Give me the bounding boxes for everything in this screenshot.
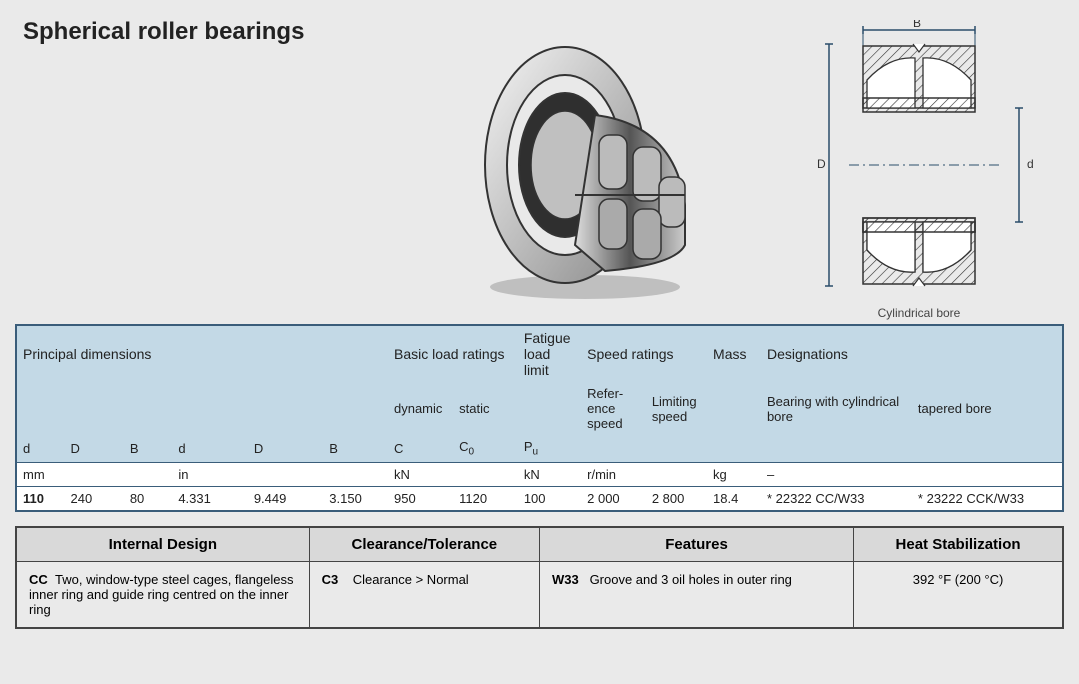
hdr-dynamic: dynamic (388, 382, 453, 435)
feat-h4: Heat Stabilization (854, 527, 1063, 562)
cell-C0: 1120 (453, 486, 518, 511)
hdr-C0: C0 (453, 435, 518, 462)
feat-h3: Features (539, 527, 853, 562)
unit-kN2: kN (518, 462, 581, 486)
feat-features: W33 Groove and 3 oil holes in outer ring (539, 561, 853, 628)
cell-B-mm: 80 (124, 486, 173, 511)
cell-kg: 18.4 (707, 486, 761, 511)
unit-rmin: r/min (581, 462, 707, 486)
hdr-refer: Refer-ence speed (581, 382, 646, 435)
feat-heat: 392 °F (200 °C) (854, 561, 1063, 628)
feat-h2: Clearance/Tolerance (309, 527, 539, 562)
hdr-principal: Principal dimensions (16, 325, 388, 382)
hdr-C: C (388, 435, 453, 462)
page-title: Spherical roller bearings (23, 18, 395, 46)
table-row: 110 240 80 4.331 9.449 3.150 950 1120 10… (16, 486, 1063, 511)
cross-section-diagram: D d B (789, 20, 1049, 300)
unit-mm: mm (16, 462, 172, 486)
cell-d-in: 4.331 (172, 486, 247, 511)
unit-in: in (172, 462, 388, 486)
hdr-speed: Speed ratings (581, 325, 707, 382)
unit-kg: kg (707, 462, 761, 486)
dim-label-D: D (817, 157, 826, 171)
cell-D-mm: 240 (65, 486, 124, 511)
cell-Pu: 100 (518, 486, 581, 511)
hdr-D2: D (248, 435, 323, 462)
feat-h1: Internal Design (16, 527, 309, 562)
cell-lim: 2 800 (646, 486, 707, 511)
hdr-Pu: Pu (518, 435, 581, 462)
cell-d-mm: 110 (16, 486, 65, 511)
hdr-d2: d (172, 435, 247, 462)
cell-D-in: 9.449 (248, 486, 323, 511)
hdr-tapered: tapered bore (912, 382, 1063, 435)
cell-C: 950 (388, 486, 453, 511)
hdr-B2: B (323, 435, 388, 462)
bearing-3d-illustration (455, 25, 715, 305)
hdr-mass: Mass (707, 325, 761, 382)
cell-ref: 2 000 (581, 486, 646, 511)
hdr-d: d (16, 435, 65, 462)
hdr-bearing-cyl: Bearing with cylindrical bore (761, 382, 912, 435)
cell-des1: * 22322 CC/W33 (761, 486, 912, 511)
diagram-caption: Cylindrical bore (878, 306, 961, 320)
hdr-designations: Designations (761, 325, 1063, 382)
hdr-basic-load: Basic load ratings (388, 325, 518, 382)
hdr-fatigue: Fatigue load limit (518, 325, 581, 382)
feat-internal-design: CC Two, window-type steel cages, flangel… (16, 561, 309, 628)
unit-dash: – (761, 462, 1063, 486)
hdr-static: static (453, 382, 518, 435)
dim-label-d: d (1027, 157, 1034, 171)
hdr-B: B (124, 435, 173, 462)
dim-label-B: B (913, 20, 921, 30)
cell-B-in: 3.150 (323, 486, 388, 511)
feat-clearance: C3 Clearance > Normal (309, 561, 539, 628)
cell-des2: * 23222 CCK/W33 (912, 486, 1063, 511)
hdr-limiting: Limiting speed (646, 382, 707, 435)
spec-table: Principal dimensions Basic load ratings … (15, 324, 1064, 512)
features-table: Internal Design Clearance/Tolerance Feat… (15, 526, 1064, 629)
hdr-D: D (65, 435, 124, 462)
unit-kN: kN (388, 462, 518, 486)
